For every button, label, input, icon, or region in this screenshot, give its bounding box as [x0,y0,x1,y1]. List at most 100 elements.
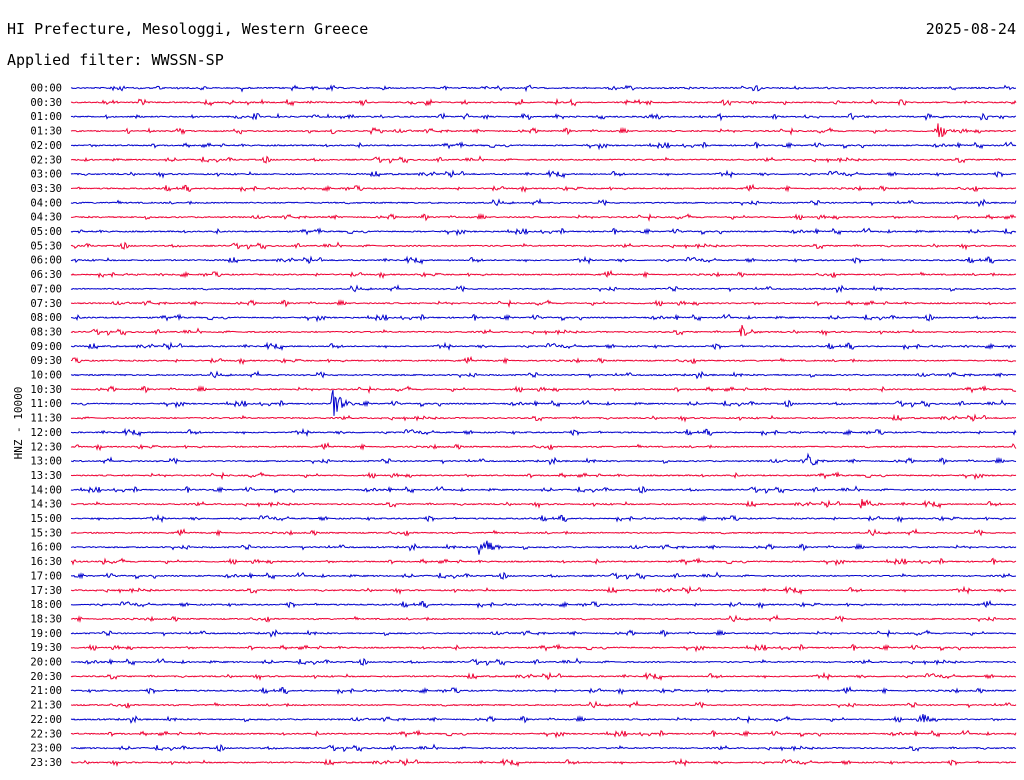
row-label-1430: 14:30 [30,499,62,511]
row-label-0000: 00:00 [30,83,62,95]
row-label-2100: 21:00 [30,685,62,697]
row-label-2030: 20:30 [30,671,62,683]
row-label-0430: 04:30 [30,212,62,224]
trace-0400 [70,197,1017,208]
trace-0630 [70,269,1017,280]
row-label-0630: 06:30 [30,269,62,281]
trace-0300 [70,169,1017,179]
trace-1530 [70,527,1017,537]
row-label-0600: 06:00 [30,255,62,267]
trace-0130 [70,123,1017,138]
row-label-0900: 09:00 [30,341,62,353]
row-label-0030: 00:30 [30,97,62,109]
row-label-1600: 16:00 [30,542,62,554]
trace-1630 [70,557,1017,567]
row-label-1200: 12:00 [30,427,62,439]
trace-0230 [70,155,1017,164]
row-label-1800: 18:00 [30,599,62,611]
row-label-1700: 17:00 [30,570,62,582]
row-label-2230: 22:30 [30,728,62,740]
trace-1930 [70,643,1017,653]
row-label-0130: 01:30 [30,126,62,138]
trace-1300 [70,452,1017,466]
trace-2330 [70,757,1017,768]
trace-1600 [70,540,1017,555]
trace-1200 [70,427,1017,438]
row-label-0100: 01:00 [30,111,62,123]
trace-2300 [70,743,1017,753]
row-label-0930: 09:30 [30,355,62,367]
row-label-2300: 23:00 [30,743,62,755]
row-label-2200: 22:00 [30,714,62,726]
trace-2100 [70,685,1017,696]
trace-0800 [71,313,1017,323]
station-title: HI Prefecture, Mesologgi, Western Greece [7,20,369,38]
row-label-1630: 16:30 [30,556,62,568]
trace-1130 [70,413,1017,423]
trace-0030 [70,97,1017,107]
trace-0730 [70,299,1017,308]
trace-0100 [70,112,1017,122]
row-label-2330: 23:30 [30,757,62,769]
trace-0500 [70,227,1017,237]
row-label-1100: 11:00 [30,398,62,410]
trace-0200 [71,141,1017,151]
plot-date: 2025-08-24 [925,20,1016,38]
trace-2230 [70,729,1017,739]
row-label-0230: 02:30 [30,154,62,166]
trace-1500 [71,514,1017,524]
row-label-1330: 13:30 [30,470,62,482]
row-label-1530: 15:30 [30,527,62,539]
trace-1800 [70,599,1017,610]
row-label-0200: 02:00 [30,140,62,152]
trace-0000 [70,84,1016,93]
trace-0330 [70,183,1017,193]
row-label-1130: 11:30 [30,413,62,425]
trace-1730 [70,585,1017,595]
row-label-0530: 05:30 [30,240,62,252]
row-label-0500: 05:00 [30,226,62,238]
row-label-1000: 10:00 [30,370,62,382]
trace-0900 [70,341,1017,351]
trace-2000 [71,657,1017,667]
row-label-1500: 15:00 [30,513,62,525]
trace-2030 [70,671,1017,682]
trace-0530 [70,241,1017,251]
trace-0600 [70,255,1016,265]
trace-1700 [70,571,1016,580]
row-label-2000: 20:00 [30,657,62,669]
row-label-1030: 10:30 [30,384,62,396]
filter-label: Applied filter: WWSSN-SP [7,51,224,69]
trace-1230 [70,441,1017,452]
trace-1330 [70,471,1017,481]
trace-2200 [70,713,1017,725]
trace-1400 [70,485,1017,494]
row-label-0800: 08:00 [30,312,62,324]
trace-1430 [70,499,1017,509]
trace-1900 [70,629,1017,638]
row-label-2130: 21:30 [30,700,62,712]
row-label-0700: 07:00 [30,283,62,295]
row-label-1300: 13:00 [30,456,62,468]
trace-0830 [70,324,1017,337]
trace-0930 [70,355,1017,366]
trace-0430 [70,213,1017,222]
trace-1830 [70,614,1017,623]
row-label-1230: 12:30 [30,441,62,453]
trace-1000 [70,370,1016,380]
row-label-1830: 18:30 [30,613,62,625]
trace-1100 [70,389,1017,416]
trace-1030 [70,385,1017,395]
seismic-traces [70,84,1017,768]
row-label-1400: 14:00 [30,484,62,496]
row-label-1730: 17:30 [30,585,62,597]
row-label-0330: 03:30 [30,183,62,195]
row-label-1930: 19:30 [30,642,62,654]
row-label-0830: 08:30 [30,326,62,338]
trace-2130 [70,700,1017,709]
row-label-0730: 07:30 [30,298,62,310]
row-label-0300: 03:00 [30,169,62,181]
trace-0700 [70,284,1017,294]
row-label-0400: 04:00 [30,197,62,209]
